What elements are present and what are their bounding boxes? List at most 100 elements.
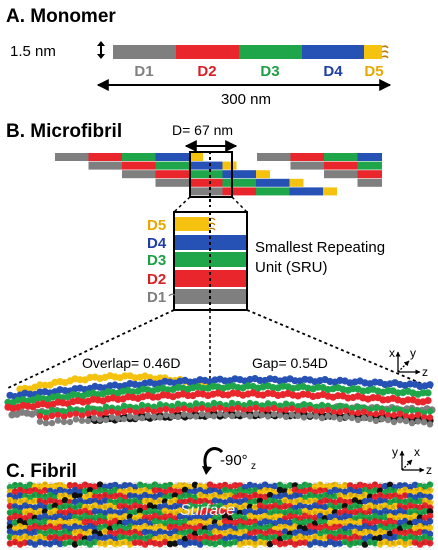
section-a-title: A. Monomer — [6, 6, 116, 27]
rotation-angle-label: -90° — [220, 452, 248, 469]
microfibril-bead — [162, 411, 170, 419]
microfibril-segment — [122, 153, 156, 161]
microfibril-bead — [324, 406, 332, 414]
microfibril-bead — [126, 413, 134, 420]
microfibril-bead — [366, 415, 374, 423]
microfibril-segment — [122, 161, 156, 170]
microfibril-bead — [424, 389, 432, 397]
microfibril-bead — [318, 408, 326, 415]
microfibril-bead — [282, 406, 290, 413]
microfibril-bead — [150, 408, 158, 415]
microfibril-segment — [256, 187, 290, 196]
microfibril-bead — [246, 399, 254, 407]
microfibril-bead — [330, 404, 338, 411]
sru-label-d5: D5 — [147, 217, 166, 234]
microfibril-bead — [270, 405, 278, 412]
microfibril-bead — [222, 402, 230, 409]
microfibril-bead — [48, 412, 56, 419]
microfibril-segment — [189, 170, 223, 179]
microfibril-bead — [36, 418, 44, 425]
microfibril-bead — [132, 409, 140, 416]
microfibril-bead — [60, 408, 68, 415]
microfibril-bead — [426, 414, 434, 421]
microfibril-segment — [290, 161, 324, 170]
microfibril-bead — [138, 407, 146, 415]
microfibril-bead — [312, 408, 320, 415]
microfibril-bead — [66, 405, 74, 412]
microfibril-bead — [96, 416, 104, 423]
microfibril-bead — [174, 413, 182, 421]
microfibril-bead — [234, 410, 242, 418]
microfibril-bead — [84, 417, 92, 425]
microfibril-bead — [114, 405, 122, 412]
microfibril-bead — [294, 403, 302, 410]
microfibril-bead — [222, 411, 230, 419]
microfibril-bead — [300, 401, 308, 408]
microfibril-bead — [414, 418, 422, 425]
microfibril-bead — [102, 409, 110, 416]
microfibril-bead — [366, 411, 374, 418]
microfibril-bead — [414, 411, 422, 419]
microfibril-bead — [402, 417, 410, 425]
microfibril-bead — [204, 407, 212, 414]
microfibril-bead — [108, 414, 116, 421]
microfibril-bead — [372, 404, 380, 411]
domain-label-d1: D1 — [134, 63, 153, 80]
microfibril-bead — [408, 406, 416, 414]
microfibril-bead — [372, 417, 380, 425]
microfibril-bead — [270, 411, 278, 418]
microfibril-bead — [186, 407, 194, 414]
microfibril-bead — [348, 410, 356, 417]
microfibril-segment — [257, 153, 291, 161]
microfibril-bead — [390, 418, 398, 426]
microfibril-bead — [96, 406, 104, 413]
microfibril-bead — [132, 404, 140, 411]
microfibril-segment — [155, 153, 189, 161]
microfibril-bead — [419, 389, 427, 397]
microfibril-segment — [357, 161, 382, 170]
microfibril-bead — [402, 408, 410, 415]
microfibril-bead — [414, 398, 422, 406]
microfibril-bead — [384, 412, 392, 419]
microfibril-segment — [189, 187, 223, 196]
microfibril-bead — [156, 414, 164, 421]
thickness-label: 1.5 nm — [10, 43, 56, 60]
fibril-axis-label-y: y — [392, 445, 398, 459]
microfibril-segment — [256, 170, 270, 179]
microfibril-bead — [282, 413, 290, 420]
microfibril-bead — [96, 411, 104, 418]
microfibril-segment — [88, 153, 122, 161]
microfibril-segment — [155, 178, 189, 187]
microfibril-bead — [36, 412, 44, 420]
microfibril-segment — [324, 161, 358, 170]
microfibril-bead — [354, 403, 362, 410]
microfibril-bead — [186, 412, 194, 419]
monomer-d3 — [239, 45, 302, 59]
domain-label-d3: D3 — [260, 63, 279, 80]
microfibril-bead — [180, 405, 188, 412]
microfibril-bead — [424, 397, 432, 405]
microfibril-bead — [348, 414, 356, 422]
microfibril-molecular-model — [4, 372, 436, 428]
microfibril-bead — [132, 414, 140, 421]
microfibril-bead — [348, 405, 356, 412]
microfibril-segment — [88, 161, 122, 170]
microfibril-bead — [174, 400, 182, 407]
microfibril-bead — [336, 408, 344, 416]
section-b-title: B. Microfibril — [6, 121, 122, 142]
microfibril-bead — [240, 406, 248, 414]
sru-label-d3: D3 — [147, 252, 166, 269]
microfibril-bead — [184, 392, 192, 400]
fibril-axis-label-z: z — [426, 463, 432, 477]
microfibril-bead — [228, 399, 236, 407]
microfibril-bead — [276, 407, 284, 414]
length-label: 300 nm — [221, 91, 271, 108]
microfibril-bead — [120, 408, 128, 415]
microfibril-bead — [228, 405, 236, 413]
sru-label-d2: D2 — [147, 271, 166, 288]
microfibril-bead — [420, 414, 428, 421]
microfibril-bead — [354, 409, 362, 417]
microfibril-bead — [312, 413, 320, 420]
microfibril-segment — [256, 178, 290, 187]
microfibril-bead — [256, 376, 264, 384]
